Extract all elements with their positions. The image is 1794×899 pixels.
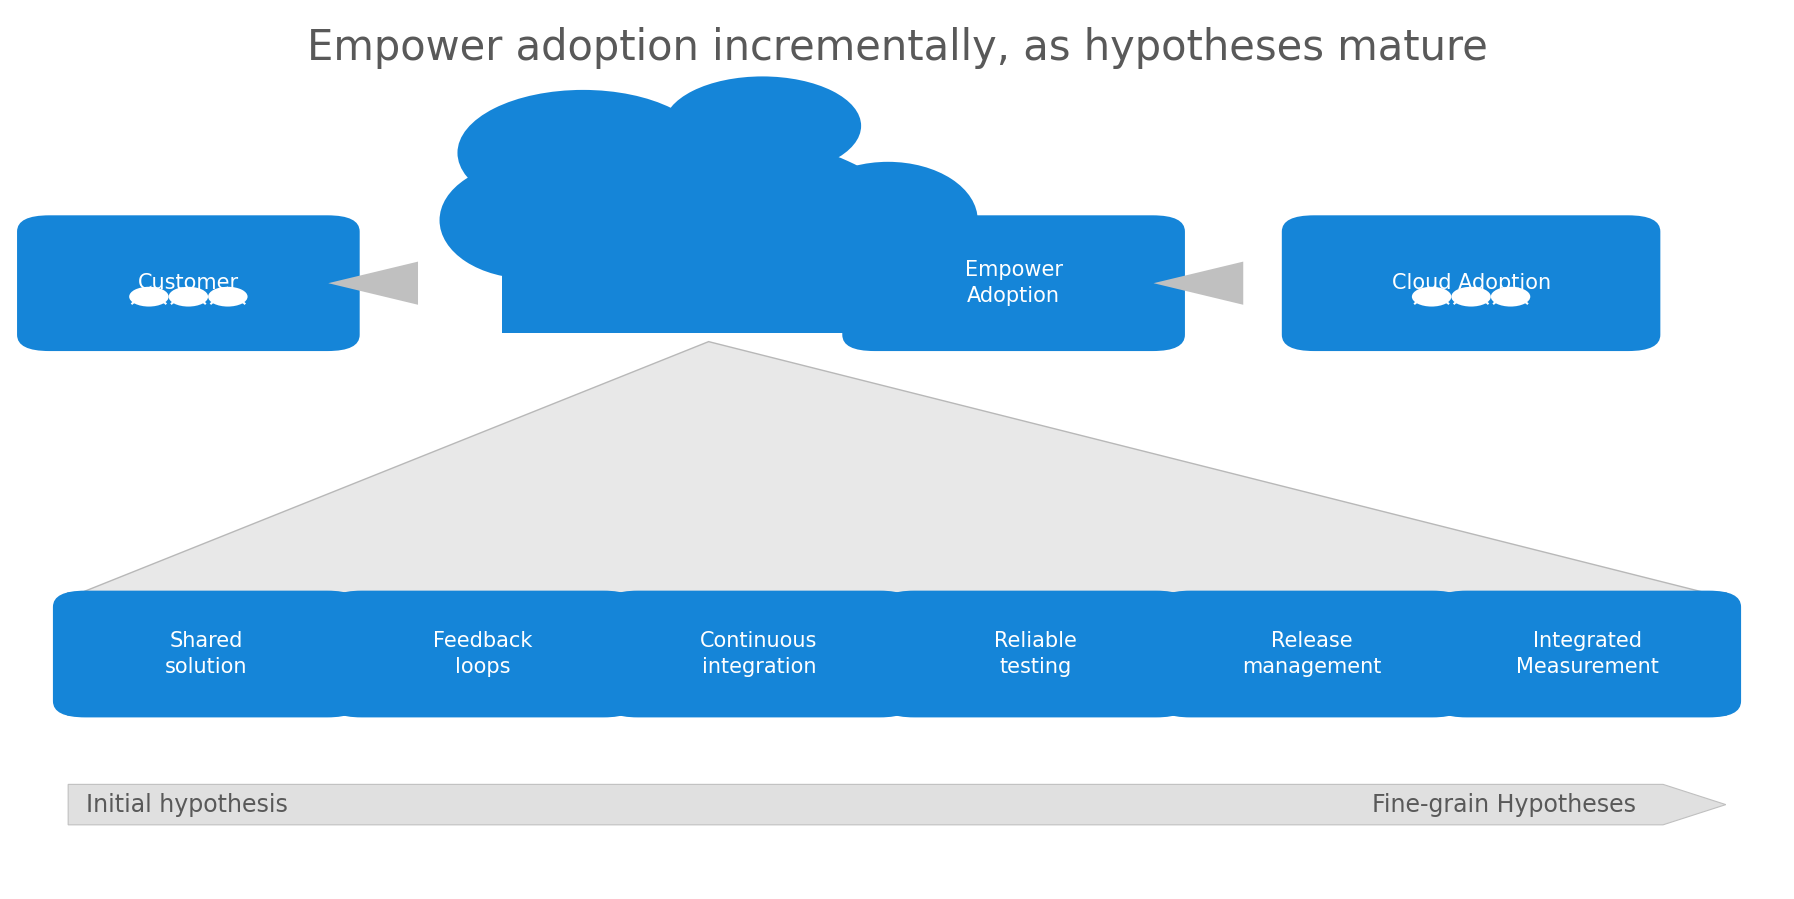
FancyBboxPatch shape: [1157, 591, 1464, 717]
Text: Shared
solution: Shared solution: [165, 631, 248, 677]
FancyBboxPatch shape: [68, 593, 1726, 715]
Polygon shape: [68, 342, 1726, 598]
Text: Release
management: Release management: [1241, 631, 1381, 677]
FancyBboxPatch shape: [52, 591, 359, 717]
FancyBboxPatch shape: [16, 215, 359, 351]
Text: Initial hypothesis: Initial hypothesis: [86, 793, 289, 816]
Circle shape: [208, 287, 248, 307]
Ellipse shape: [511, 135, 906, 315]
FancyBboxPatch shape: [841, 215, 1184, 351]
FancyBboxPatch shape: [502, 243, 915, 333]
Circle shape: [1491, 287, 1530, 307]
Text: Fine-grain Hypotheses: Fine-grain Hypotheses: [1372, 793, 1636, 816]
Text: Empower adoption incrementally, as hypotheses mature: Empower adoption incrementally, as hypot…: [307, 27, 1487, 69]
Polygon shape: [68, 784, 1726, 825]
Ellipse shape: [798, 162, 978, 279]
Text: Integrated
Measurement: Integrated Measurement: [1516, 631, 1659, 677]
Circle shape: [169, 287, 208, 307]
FancyBboxPatch shape: [328, 591, 635, 717]
Polygon shape: [328, 262, 418, 305]
Circle shape: [129, 287, 169, 307]
Ellipse shape: [457, 90, 709, 216]
Text: Empower
Adoption: Empower Adoption: [965, 260, 1062, 307]
FancyBboxPatch shape: [1433, 591, 1740, 717]
Circle shape: [1451, 287, 1491, 307]
Polygon shape: [1154, 262, 1243, 305]
Text: Cloud Adoption: Cloud Adoption: [1392, 273, 1550, 293]
Ellipse shape: [664, 76, 861, 175]
Text: Feedback
loops: Feedback loops: [432, 631, 533, 677]
FancyBboxPatch shape: [605, 591, 911, 717]
Circle shape: [1412, 287, 1451, 307]
Text: Reliable
testing: Reliable testing: [994, 631, 1076, 677]
FancyBboxPatch shape: [883, 591, 1189, 717]
Text: Continuous
integration: Continuous integration: [700, 631, 818, 677]
Text: Customer: Customer: [138, 273, 239, 293]
FancyBboxPatch shape: [1281, 215, 1659, 351]
Ellipse shape: [440, 162, 619, 279]
